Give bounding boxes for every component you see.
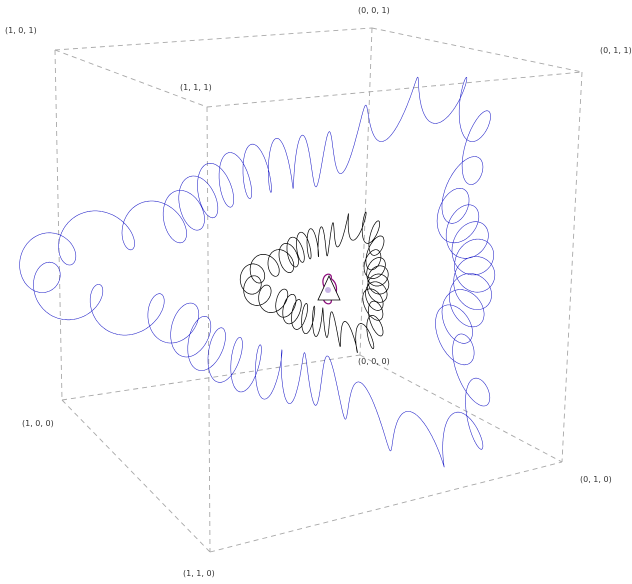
center-dot (325, 287, 331, 293)
corner-label-100: (1, 0, 0) (22, 419, 54, 428)
corner-label-101: (1, 0, 1) (5, 26, 37, 35)
corner-label-111: (1, 1, 1) (180, 83, 212, 92)
corner-label-011: (0, 1, 1) (600, 46, 632, 55)
box-edge (54, 49, 208, 108)
outer-trefoil-curve (19, 76, 496, 468)
corner-label-010: (0, 1, 0) (580, 475, 612, 484)
box-edge (61, 354, 361, 401)
corner-labels: (0, 0, 1) (1, 0, 1) (0, 1, 1) (1, 1, 1) … (5, 6, 632, 578)
corner-label-000: (0, 0, 0) (358, 357, 390, 366)
box-edge (206, 71, 583, 108)
box-edge (359, 27, 373, 356)
corner-label-001: (0, 0, 1) (358, 6, 390, 15)
box-edge (359, 354, 563, 463)
box-edge (561, 71, 583, 463)
box-edge (209, 461, 563, 553)
corner-label-110: (1, 1, 0) (183, 569, 215, 578)
box-edge (371, 27, 583, 73)
box-edge (54, 49, 63, 401)
middle-trefoil-curve (239, 211, 390, 353)
bounding-box (54, 27, 583, 553)
box-edge (206, 106, 211, 553)
box-edge (61, 399, 211, 553)
curves-layer (19, 76, 496, 468)
box-edge (54, 27, 373, 51)
